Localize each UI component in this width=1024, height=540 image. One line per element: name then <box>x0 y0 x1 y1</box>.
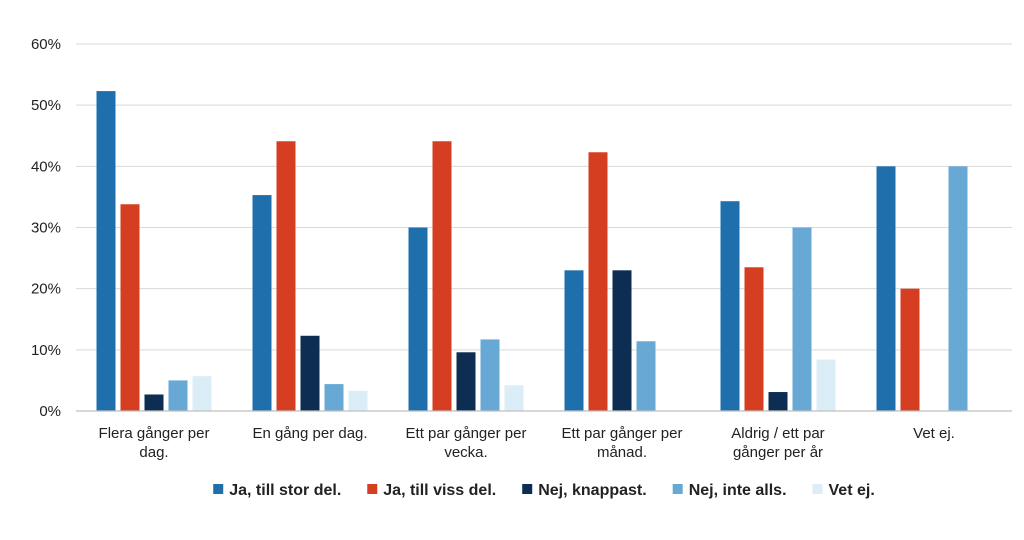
x-category-label: vecka. <box>444 444 487 461</box>
x-category-label: Aldrig / ett par <box>731 425 824 442</box>
x-category-label: En gång per dag. <box>252 425 367 442</box>
bar <box>876 166 896 411</box>
x-category-label: Vet ej. <box>913 425 955 442</box>
bars <box>96 91 968 412</box>
x-category-label: dag. <box>139 444 168 461</box>
bar <box>636 341 656 411</box>
bar <box>612 270 632 411</box>
bar <box>168 380 188 411</box>
legend-swatch <box>672 484 683 494</box>
bar <box>816 359 836 411</box>
bar <box>504 385 524 411</box>
y-tick-label: 50% <box>31 97 61 114</box>
y-tick-label: 60% <box>31 36 61 53</box>
x-category-label: månad. <box>597 444 647 461</box>
y-tick-label: 0% <box>39 403 61 420</box>
category-labels: Flera gånger per dag. En gång per dag. Ett … <box>99 425 955 461</box>
legend-swatch <box>522 484 533 494</box>
bar <box>948 166 968 411</box>
bar <box>276 141 296 411</box>
legend-label: Vet ej. <box>829 482 875 499</box>
y-axis-ticks: 0% 10% 20% 30% 40% 50% 60% <box>31 36 61 420</box>
bar <box>432 141 452 411</box>
bar <box>792 227 812 411</box>
bar <box>252 195 272 411</box>
gridlines <box>76 43 1012 351</box>
y-tick-label: 10% <box>31 342 61 359</box>
x-category-label: Flera gånger per <box>99 425 210 442</box>
x-category-label: Ett par gånger per <box>406 425 527 442</box>
bar <box>564 270 584 411</box>
y-tick-label: 40% <box>31 158 61 175</box>
legend-swatch <box>213 484 224 494</box>
bar <box>456 352 476 411</box>
bar <box>144 394 164 411</box>
bar <box>768 392 788 411</box>
y-tick-label: 30% <box>31 220 61 237</box>
legend-label: Ja, till viss del. <box>383 482 496 499</box>
legend-swatch <box>367 484 378 494</box>
legend-label: Nej, inte alls. <box>689 482 787 499</box>
bar <box>348 390 368 411</box>
legend: Ja, till stor del. Ja, till viss del. Nej,… <box>213 482 875 499</box>
x-category-label: gånger per år <box>733 444 823 461</box>
y-tick-label: 20% <box>31 281 61 298</box>
bar <box>588 152 608 411</box>
x-category-label: Ett par gånger per <box>562 425 683 442</box>
bar <box>720 201 740 411</box>
bar <box>744 267 764 411</box>
bar <box>192 376 212 411</box>
bar <box>900 288 920 411</box>
legend-swatch <box>812 484 823 494</box>
bar <box>324 384 344 411</box>
legend-label: Nej, knappast. <box>538 482 646 499</box>
legend-label: Ja, till stor del. <box>229 482 341 499</box>
bar <box>96 91 116 412</box>
bar <box>480 339 500 411</box>
bar <box>300 335 320 411</box>
bar <box>120 204 140 411</box>
bar <box>408 227 428 411</box>
